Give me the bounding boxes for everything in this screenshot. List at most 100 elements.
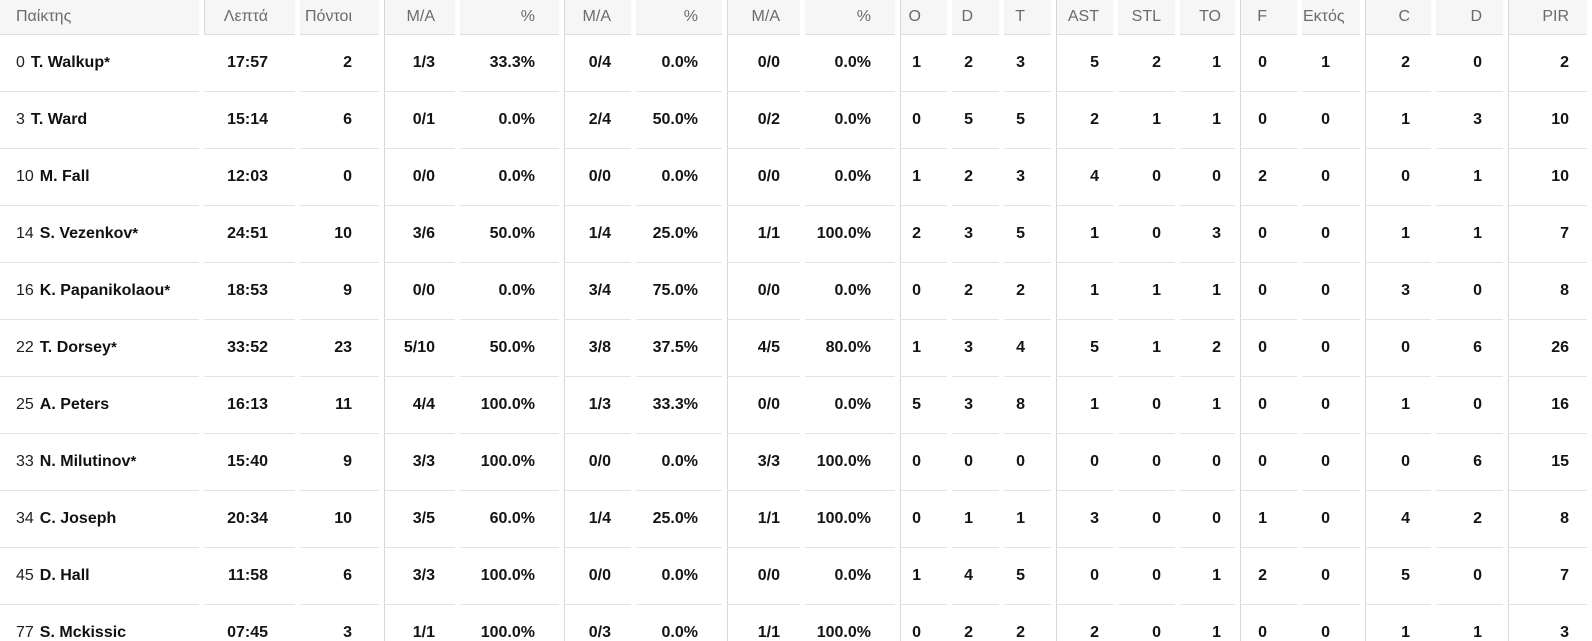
stat-treb: 4	[1004, 320, 1051, 377]
stat-pts: 11	[300, 377, 379, 434]
player-cell[interactable]: 16 K. Papanikolaou*	[0, 263, 199, 320]
player-cell[interactable]: 22 T. Dorsey*	[0, 320, 199, 377]
player-cell[interactable]: 14 S. Vezenkov*	[0, 206, 199, 263]
col-header-player: Παίκτης	[0, 0, 199, 35]
stat-treb: 2	[1004, 263, 1051, 320]
stat-pir: 16	[1508, 377, 1587, 434]
stat-fg3: 0/0	[564, 434, 631, 491]
stat-pir: 15	[1508, 434, 1587, 491]
stat-f: 1	[1240, 491, 1297, 548]
stat-min: 15:40	[204, 434, 295, 491]
stat-c: 1	[1365, 605, 1431, 641]
player-row: 33 N. Milutinov* 15:40 9 3/3 100.0% 0/0 0.0% 3/3…	[0, 434, 1587, 491]
col-header-3pt-percent: %	[636, 0, 722, 35]
stat-d: 0	[1436, 377, 1503, 434]
stat-pir: 8	[1508, 263, 1587, 320]
stat-fg2pct: 33.3%	[460, 35, 559, 92]
stat-treb: 0	[1004, 434, 1051, 491]
player-name: T. Ward	[30, 111, 88, 128]
jersey-number: 10	[16, 168, 34, 185]
stat-pir: 8	[1508, 491, 1587, 548]
player-row: 14 S. Vezenkov* 24:51 10 3/6 50.0% 1/4 25.0% 1/1…	[0, 206, 1587, 263]
stat-dreb: 2	[952, 35, 999, 92]
stat-d: 3	[1436, 92, 1503, 149]
stat-min: 16:13	[204, 377, 295, 434]
stat-ast: 2	[1056, 92, 1113, 149]
player-cell[interactable]: 3 T. Ward	[0, 92, 199, 149]
stat-ektos: 0	[1302, 434, 1360, 491]
stat-fg3: 3/4	[564, 263, 631, 320]
stat-ftpct: 80.0%	[805, 320, 895, 377]
stat-stl: 1	[1118, 92, 1175, 149]
stat-pts: 9	[300, 434, 379, 491]
stat-treb: 2	[1004, 605, 1051, 641]
stat-to: 1	[1180, 605, 1235, 641]
stat-stl: 1	[1118, 263, 1175, 320]
stat-pir: 10	[1508, 149, 1587, 206]
player-cell[interactable]: 33 N. Milutinov*	[0, 434, 199, 491]
stat-fg3pct: 25.0%	[636, 206, 722, 263]
stat-fg2: 1/1	[384, 605, 455, 641]
player-name: S. Vezenkov	[39, 225, 133, 242]
stat-f: 0	[1240, 35, 1297, 92]
player-row: 34 C. Joseph 20:34 10 3/5 60.0% 1/4 25.0% 1/1 100…	[0, 491, 1587, 548]
stat-d: 0	[1436, 35, 1503, 92]
stat-d: 2	[1436, 491, 1503, 548]
stat-pir: 7	[1508, 206, 1587, 263]
stat-min: 17:57	[204, 35, 295, 92]
stat-ft: 3/3	[727, 434, 800, 491]
jersey-number: 22	[16, 339, 34, 356]
stat-min: 18:53	[204, 263, 295, 320]
starter-mark: *	[104, 54, 110, 71]
stat-min: 15:14	[204, 92, 295, 149]
player-cell[interactable]: 45 D. Hall	[0, 548, 199, 605]
stat-stl: 0	[1118, 548, 1175, 605]
player-cell[interactable]: 0 T. Walkup*	[0, 35, 199, 92]
stat-oreb: 1	[900, 149, 947, 206]
stat-fg2: 5/10	[384, 320, 455, 377]
stat-pts: 6	[300, 92, 379, 149]
starter-mark: *	[110, 339, 117, 356]
player-row: 22 T. Dorsey* 33:52 23 5/10 50.0% 3/8 37.5% 4/5 8…	[0, 320, 1587, 377]
stat-stl: 0	[1118, 605, 1175, 641]
stat-treb: 5	[1004, 206, 1051, 263]
player-cell[interactable]: 34 C. Joseph	[0, 491, 199, 548]
stat-fg3: 1/4	[564, 491, 631, 548]
stat-c: 1	[1365, 92, 1431, 149]
player-cell[interactable]: 77 S. Mckissic	[0, 605, 199, 641]
col-header-steals: STL	[1118, 0, 1175, 35]
stat-ftpct: 0.0%	[805, 149, 895, 206]
stat-pts: 6	[300, 548, 379, 605]
stat-fg3pct: 0.0%	[636, 149, 722, 206]
stat-fg2: 0/0	[384, 263, 455, 320]
stat-stl: 0	[1118, 377, 1175, 434]
stat-fg3pct: 0.0%	[636, 548, 722, 605]
stat-ast: 0	[1056, 548, 1113, 605]
stat-ft: 0/0	[727, 377, 800, 434]
player-name: D. Hall	[39, 567, 90, 584]
stat-f: 0	[1240, 605, 1297, 641]
stat-ft: 0/0	[727, 263, 800, 320]
player-row: 10 M. Fall 12:03 0 0/0 0.0% 0/0 0.0% 0/0 0.0% 1 2 3 4…	[0, 149, 1587, 206]
stat-dreb: 1	[952, 491, 999, 548]
player-row: 0 T. Walkup* 17:57 2 1/3 33.3% 0/4 0.0% 0/0 0.0% 1…	[0, 35, 1587, 92]
player-name: M. Fall	[39, 168, 90, 185]
jersey-number: 77	[16, 624, 34, 641]
stat-fg3: 0/4	[564, 35, 631, 92]
stat-ft: 0/0	[727, 35, 800, 92]
player-cell[interactable]: 10 M. Fall	[0, 149, 199, 206]
stat-fg2: 4/4	[384, 377, 455, 434]
stat-dreb: 3	[952, 377, 999, 434]
stat-ast: 2	[1056, 605, 1113, 641]
stat-pir: 26	[1508, 320, 1587, 377]
player-row: 25 A. Peters 16:13 11 4/4 100.0% 1/3 33.3% 0/0 0.…	[0, 377, 1587, 434]
stat-ektos: 0	[1302, 605, 1360, 641]
stat-fg2: 3/5	[384, 491, 455, 548]
stat-pts: 2	[300, 35, 379, 92]
stat-ektos: 0	[1302, 92, 1360, 149]
player-cell[interactable]: 25 A. Peters	[0, 377, 199, 434]
stat-ftpct: 100.0%	[805, 206, 895, 263]
stat-c: 1	[1365, 377, 1431, 434]
stat-fg2pct: 100.0%	[460, 434, 559, 491]
